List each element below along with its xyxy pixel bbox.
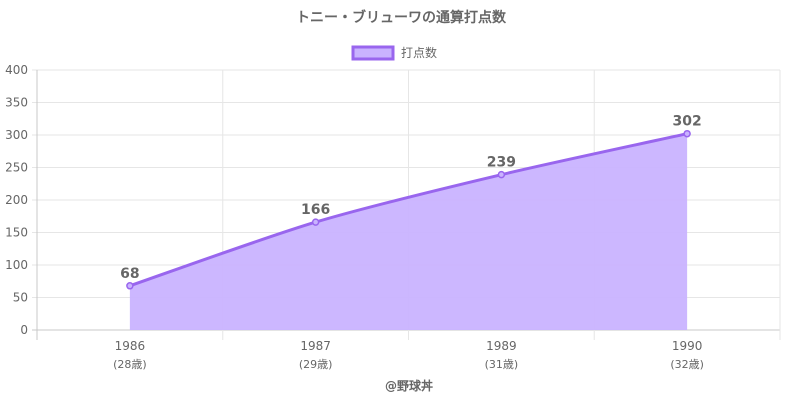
series-area [129,133,688,330]
y-tick-label: 200 [5,193,28,207]
data-point [497,170,506,179]
legend-swatch [351,45,395,61]
data-points [126,129,691,290]
x-tick-label: 1986 [115,339,146,353]
y-tick-label: 150 [5,226,28,240]
y-tick-label: 250 [5,161,28,175]
data-point [126,282,134,290]
data-label: 239 [487,155,516,171]
x-tick-sublabel: (28歳) [113,358,147,371]
y-tick-label: 100 [5,258,28,272]
footer-credit: @野球丼 [385,378,433,393]
data-label: 68 [120,266,139,282]
y-tick-label: 400 [5,63,28,77]
data-point [683,129,691,138]
x-axis: 1986 (28歳) 1987 (29歳) 1989 (31歳) 1990 (32歳) [113,339,704,371]
data-label: 166 [301,202,330,218]
x-tick-label: 1990 [672,339,703,353]
legend-label: 打点数 [401,45,437,60]
legend[interactable]: 打点数 [351,45,437,61]
data-labels: 68 166 239 302 [120,114,702,282]
data-point [311,218,320,226]
series-line [129,132,688,288]
x-tick-label: 1987 [300,339,331,353]
y-axis: 0 50 100 150 200 250 300 350 400 [5,63,28,337]
data-label: 302 [673,114,702,130]
x-tick-sublabel: (31歳) [485,358,519,371]
x-tick-label: 1989 [486,339,517,353]
y-tick-label: 50 [13,291,28,305]
y-tick-label: 0 [20,323,28,337]
x-tick-sublabel: (29歳) [299,358,333,371]
x-tick-sublabel: (32歳) [670,358,704,371]
chart-title: トニー・ブリューワの通算打点数 [296,9,507,26]
y-tick-label: 350 [5,96,28,110]
y-tick-label: 300 [5,128,28,142]
